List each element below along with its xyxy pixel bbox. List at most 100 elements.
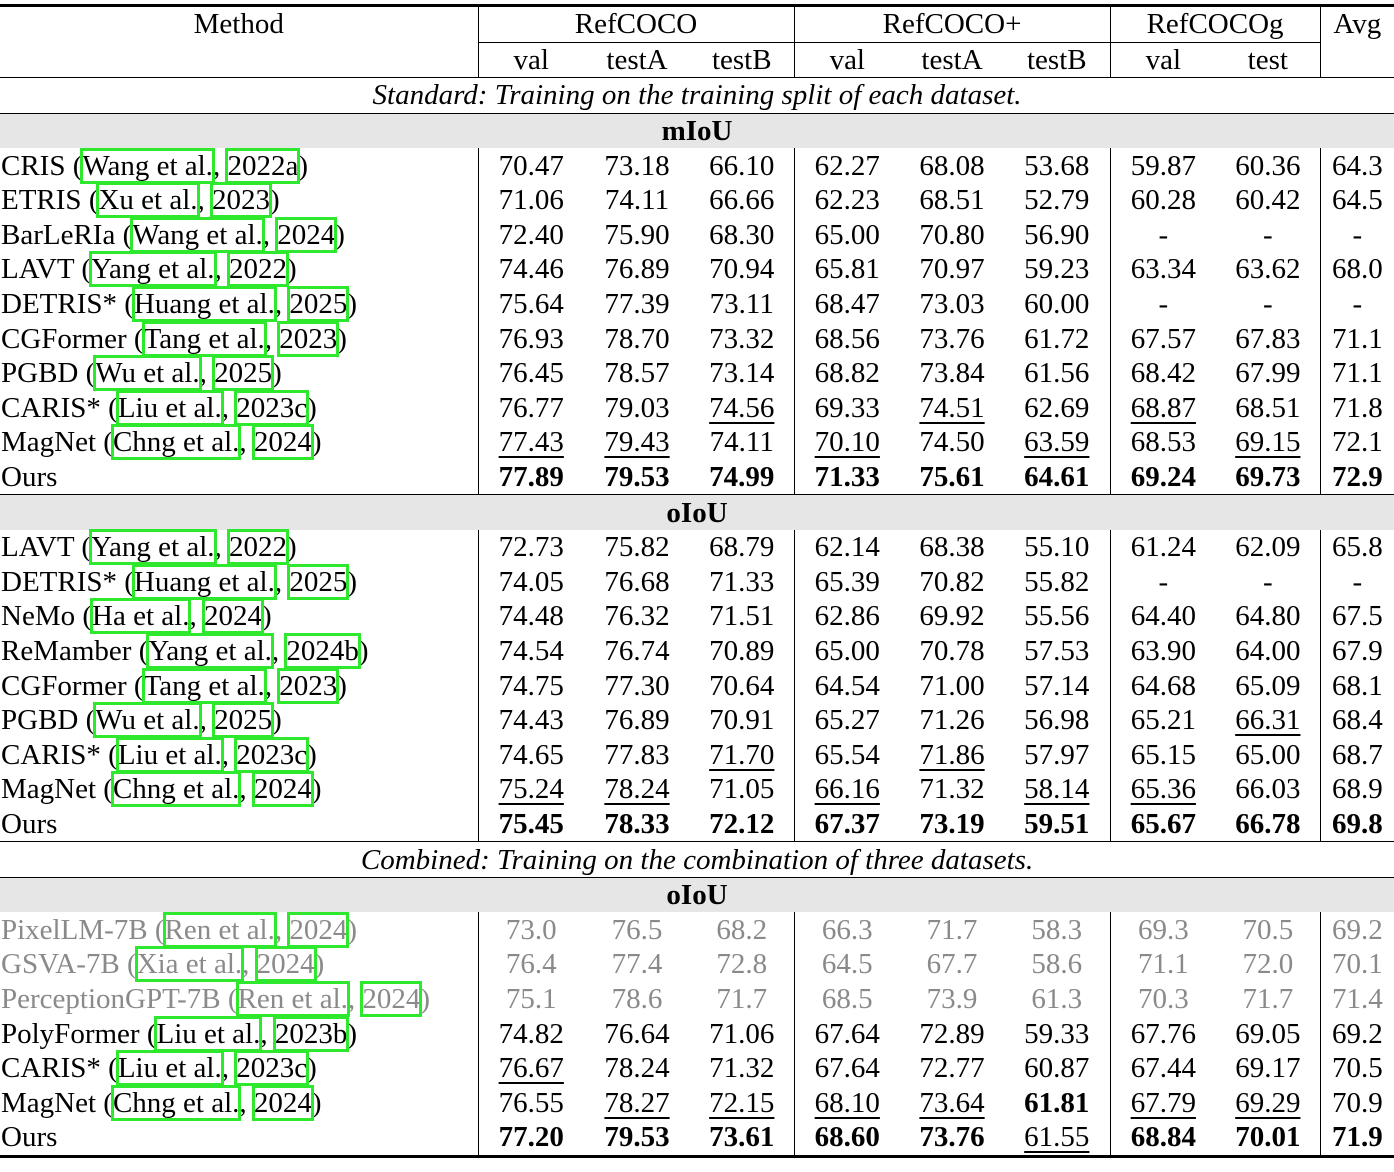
value-cell: 70.5 (1242, 913, 1294, 946)
citation-author-link[interactable]: Yang et al. (88, 529, 217, 566)
underlined-value: 69.29 (1235, 1086, 1301, 1119)
citation-author-link[interactable]: Wang et al. (80, 147, 215, 184)
citation-year-link[interactable]: 2024 (201, 598, 264, 635)
citation-author-link[interactable]: Ren et al. (162, 911, 277, 948)
value-cell: 68.1 (1319, 668, 1394, 703)
citation-author-link[interactable]: Tang et al. (141, 320, 267, 357)
method-cell: LAVT (Yang et al., 2022) (1, 529, 297, 566)
method-cell: ETRIS (Xu et al., 2023) (1, 182, 280, 219)
citation-year-link[interactable]: 2023 (210, 182, 273, 219)
value-cell: 68.53 (1109, 425, 1217, 460)
citation-year-link[interactable]: 2024b (284, 632, 361, 669)
table-row: Ours 75.45 78.33 72.12 67.37 73.19 59.51 65.67 6… (0, 806, 1394, 842)
citation-year-link[interactable]: 2024 (287, 911, 350, 948)
value-cell: 59.33 (1024, 1017, 1090, 1050)
value-cell: 71.33 (793, 459, 901, 495)
underlined-value: 71.86 (919, 738, 985, 771)
value-cell: 65.21 (1109, 702, 1217, 738)
value-cell: 70.5 (1319, 1050, 1394, 1086)
table-row: MagNet (Chng et al., 2024) 75.24 78.24 71.0… (0, 771, 1394, 808)
citation-year-link[interactable]: 2025 (212, 702, 275, 739)
citation-year-link[interactable]: 2022a (225, 147, 301, 184)
table-row: CARIS* (Liu et al., 2023c) 76.67 78.24 71.3… (0, 1050, 1394, 1087)
citation-year-link[interactable]: 2023 (277, 320, 340, 357)
value-cell: 76.89 (604, 253, 670, 286)
citation-year-link[interactable]: 2024 (251, 424, 314, 461)
value-cell: 64.5 (1319, 182, 1394, 218)
citation-author-link[interactable]: Liu et al. (115, 1050, 224, 1087)
value-cell: 64.3 (1319, 148, 1394, 183)
citation-author-link[interactable]: Yang et al. (146, 632, 274, 669)
method-cell: CGFormer (Tang et al., 2023) (1, 667, 347, 704)
value-cell: 70.82 (919, 565, 985, 598)
citation-author-link[interactable]: Huang et al. (131, 563, 277, 600)
value-cell: 79.03 (604, 391, 670, 424)
citation-author-link[interactable]: Ha et al. (90, 598, 192, 635)
citation-year-link[interactable]: 2024 (251, 771, 314, 808)
citation-author-link[interactable]: Wu et al. (93, 702, 202, 739)
citation-author-link[interactable]: Ren et al. (235, 980, 350, 1017)
value-cell: 71.1 (1319, 355, 1394, 391)
value-cell: 61.72 (1024, 322, 1090, 355)
value-cell: 76.93 (477, 321, 584, 356)
value-cell: 68.10 (793, 1085, 901, 1120)
citation-year-link[interactable]: 2023c (234, 389, 310, 426)
value-cell: 64.68 (1109, 668, 1217, 703)
value-cell: 74.99 (709, 461, 775, 494)
value-cell: 58.6 (1031, 948, 1083, 981)
citation-year-link[interactable]: 2025 (212, 355, 275, 392)
value-cell: 70.89 (709, 634, 775, 667)
table-row: LAVT (Yang et al., 2022) 74.46 76.89 70.94 6… (0, 251, 1394, 288)
citation-year-link[interactable]: 2023 (277, 667, 340, 704)
citation-year-link[interactable]: 2023c (234, 736, 310, 773)
method-name: PGBD (1, 704, 79, 737)
value-cell: 70.80 (919, 218, 985, 251)
value-cell: 79.53 (604, 461, 670, 494)
citation-author-link[interactable]: Tang et al. (141, 667, 267, 704)
citation-author-link[interactable]: Chng et al. (110, 1084, 242, 1121)
citation-year-link[interactable]: 2024 (254, 946, 317, 983)
group-header-0: RefCOCO (477, 4, 795, 43)
citation-year-link[interactable]: 2025 (287, 563, 350, 600)
citation-author-link[interactable]: Liu et al. (154, 1015, 263, 1052)
citation-year-link[interactable]: 2024 (275, 216, 338, 253)
citation-author-link[interactable]: Xu et al. (96, 182, 200, 219)
value-cell: 69.3 (1109, 912, 1217, 948)
value-cell: 68.38 (919, 531, 985, 564)
underlined-value: 65.36 (1130, 773, 1196, 806)
citation-year-link[interactable]: 2023b (272, 1015, 350, 1052)
citation-author-link[interactable]: Wu et al. (93, 355, 202, 392)
underlined-value: 75.24 (498, 773, 564, 806)
method-name: PixelLM-7B (1, 913, 148, 946)
citation-author-link[interactable]: Xia et al. (134, 946, 245, 983)
value-cell: 65.00 (793, 633, 901, 669)
value-cell: 71.32 (709, 1052, 775, 1085)
citation-author-link[interactable]: Liu et al. (115, 736, 224, 773)
citation-year-link[interactable]: 2025 (287, 286, 350, 323)
method-name: CGFormer (1, 669, 127, 702)
citation-author-link[interactable]: Yang et al. (88, 251, 217, 288)
value-cell: 67.79 (1109, 1085, 1217, 1120)
value-cell: 73.19 (919, 807, 985, 840)
citation-author-link[interactable]: Chng et al. (110, 424, 242, 461)
method-name: MagNet (1, 1086, 97, 1119)
citation-author-link[interactable]: Chng et al. (110, 771, 242, 808)
value-cell: 73.14 (709, 357, 775, 390)
citation-year-link[interactable]: 2022 (227, 251, 290, 288)
citation-year-link[interactable]: 2024 (360, 980, 423, 1017)
underlined-value: 72.15 (709, 1086, 775, 1119)
citation-year-link[interactable]: 2023c (234, 1050, 310, 1087)
value-cell: 67.64 (793, 1050, 901, 1086)
value-cell: 68.47 (793, 286, 901, 322)
citation-author-link[interactable]: Wang et al. (130, 216, 265, 253)
value-cell: 58.14 (1004, 772, 1110, 807)
value-cell: 69.05 (1235, 1017, 1301, 1050)
value-cell: 71.33 (709, 565, 775, 598)
citation-year-link[interactable]: 2022 (227, 529, 290, 566)
value-cell: 76.4 (477, 947, 584, 982)
citation-author-link[interactable]: Huang et al. (131, 286, 277, 323)
citation-year-link[interactable]: 2024 (251, 1084, 314, 1121)
citation-author-link[interactable]: Liu et al. (115, 389, 224, 426)
value-cell: 75.82 (604, 531, 670, 564)
value-cell: 74.11 (709, 426, 774, 459)
